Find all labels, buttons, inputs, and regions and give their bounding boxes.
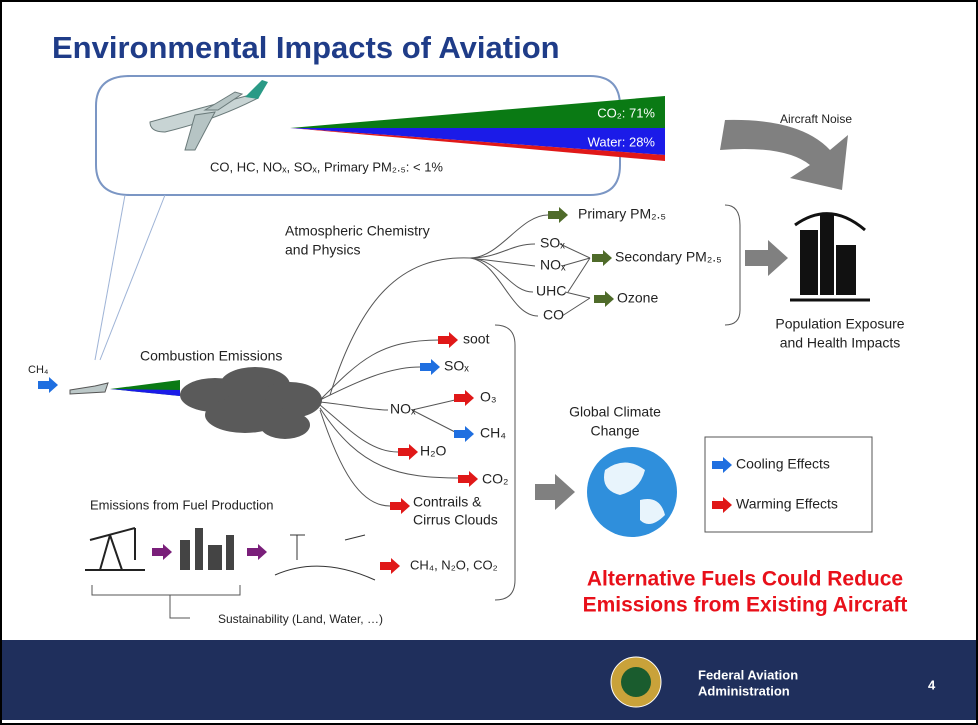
legend-cooling: Cooling Effects xyxy=(736,456,830,472)
noise-arrow xyxy=(720,119,848,190)
co2: CO₂ xyxy=(482,471,508,487)
flow-arrow xyxy=(380,558,400,574)
branch xyxy=(329,214,549,396)
conclusion: Emissions from Existing Aircraft xyxy=(583,594,908,617)
atmo-input: UHC xyxy=(536,283,566,299)
flow-arrow xyxy=(592,250,612,266)
refinery-icon xyxy=(180,528,234,570)
flow-arrow xyxy=(398,444,418,460)
flow-arrow xyxy=(152,544,172,560)
small-airplane xyxy=(69,382,109,395)
atmo-input: CO xyxy=(543,307,564,323)
climate-arrow xyxy=(535,474,575,510)
exhaust-wedge xyxy=(110,389,180,396)
flow-arrow xyxy=(390,498,410,514)
climate-label: Global Climate xyxy=(569,404,661,420)
branch xyxy=(559,243,591,317)
other-wedge xyxy=(290,128,665,161)
h2o: H₂O xyxy=(420,443,447,459)
flow-arrow xyxy=(454,426,474,442)
health-label: Population Exposure xyxy=(775,316,904,332)
bracket xyxy=(91,585,241,619)
oil-pump-icon xyxy=(85,527,145,571)
legend-box xyxy=(704,436,873,533)
atmo-input: SOₓ xyxy=(540,235,565,251)
noise-label: Aircraft Noise xyxy=(780,112,852,126)
nox: NOₓ xyxy=(390,401,416,417)
other-share: CO, HC, NOₓ, SOₓ, Primary PM₂.₅: < 1% xyxy=(210,159,443,174)
flow-arrow xyxy=(454,390,474,406)
atmo-label: and Physics xyxy=(285,242,360,258)
climate-label: Change xyxy=(590,423,639,439)
ch4: CH₄ xyxy=(480,425,506,441)
globe-land xyxy=(604,462,665,524)
ch4-input: CH₄ xyxy=(28,364,49,376)
atmo-label: Atmospheric Chemistry xyxy=(285,223,430,239)
flow-arrow xyxy=(458,471,478,487)
city-icon xyxy=(790,212,870,302)
co2-share: CO₂: 71% xyxy=(597,105,655,120)
agency-name: Administration xyxy=(698,683,790,698)
flow-arrow xyxy=(38,377,58,393)
airplane-icon xyxy=(149,80,268,151)
fuel-outputs: CH₄, N₂O, CO₂ xyxy=(410,557,498,572)
branch xyxy=(319,339,461,507)
callout-line xyxy=(99,194,166,361)
faa-seal xyxy=(621,667,651,697)
flow-arrow xyxy=(420,359,440,375)
contrails: Cirrus Clouds xyxy=(413,512,498,528)
sox: SOₓ xyxy=(444,358,469,374)
footer-band xyxy=(2,640,976,720)
emission-cloud xyxy=(180,367,322,439)
soot: soot xyxy=(463,331,490,347)
fuel-label: Emissions from Fuel Production xyxy=(90,497,274,512)
airport-icon xyxy=(274,534,376,581)
legend-warming: Warming Effects xyxy=(736,496,838,512)
globe xyxy=(587,447,677,537)
combustion-label: Combustion Emissions xyxy=(140,348,282,364)
flow-arrow xyxy=(438,332,458,348)
contrails: Contrails & xyxy=(413,494,482,510)
page-number: 4 xyxy=(928,677,936,692)
flow-arrow xyxy=(247,544,267,560)
sustainability: Sustainability (Land, Water, …) xyxy=(218,612,383,626)
secondary-pm: Secondary PM₂.₅ xyxy=(615,249,722,265)
primary-pm: Primary PM₂.₅ xyxy=(578,206,666,222)
co2-wedge xyxy=(290,96,665,128)
bracket xyxy=(724,204,741,326)
atmo-input: NOₓ xyxy=(540,257,566,273)
bracket xyxy=(494,324,516,601)
flow-arrow xyxy=(712,457,732,473)
branch xyxy=(469,243,539,317)
agency-name: Federal Aviation xyxy=(698,667,798,682)
callout-line xyxy=(94,194,126,361)
health-arrow xyxy=(745,240,788,276)
water-share: Water: 28% xyxy=(588,134,656,149)
ozone: Ozone xyxy=(617,290,658,306)
o3: O₃ xyxy=(480,389,497,405)
health-label: and Health Impacts xyxy=(780,335,901,351)
flow-arrow xyxy=(594,291,614,307)
conclusion: Alternative Fuels Could Reduce xyxy=(587,568,903,591)
flow-arrow xyxy=(548,207,568,223)
flow-arrow xyxy=(712,497,732,513)
slide-title: Environmental Impacts of Aviation xyxy=(52,30,560,65)
